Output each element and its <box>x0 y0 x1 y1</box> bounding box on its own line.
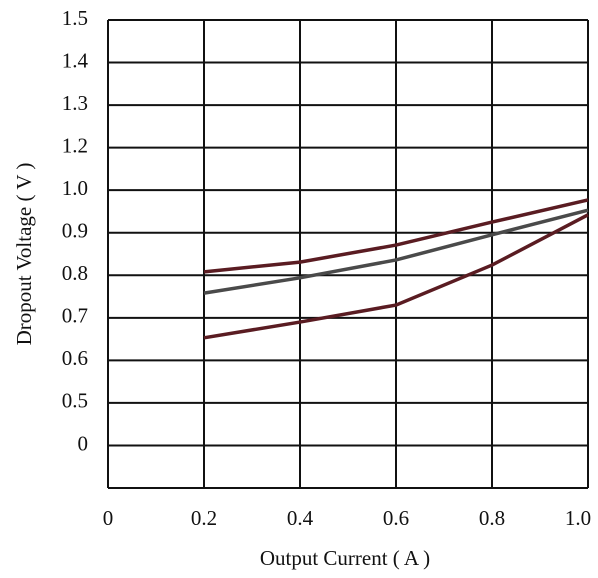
y-axis-title: Dropout Voltage ( V ) <box>12 163 36 346</box>
x-tick-label: 0 <box>103 506 114 530</box>
y-tick-label: 1.5 <box>62 6 88 30</box>
y-tick-label: 0.5 <box>62 389 88 413</box>
x-tick-label: 0.2 <box>191 506 217 530</box>
series-line <box>203 208 589 295</box>
x-tick-label: 0.4 <box>287 506 314 530</box>
y-tick-label: 0.7 <box>62 304 88 328</box>
x-tick-label: 1.0 <box>565 506 591 530</box>
y-tick-label: 1.4 <box>62 48 89 72</box>
series-line <box>203 213 589 340</box>
x-tick-label: 0.8 <box>479 506 505 530</box>
y-tick-label: 0.8 <box>62 261 88 285</box>
y-tick-label: 1.0 <box>62 176 88 200</box>
series-line <box>203 198 589 274</box>
x-tick-label: 0.6 <box>383 506 409 530</box>
y-tick-label: 0.9 <box>62 219 88 243</box>
y-tick-label: 0.6 <box>62 346 88 370</box>
y-tick-label: 0 <box>78 431 89 455</box>
x-axis-title: Output Current ( A ) <box>260 546 430 570</box>
y-tick-label: 1.3 <box>62 91 88 115</box>
y-tick-label: 1.2 <box>62 133 88 157</box>
